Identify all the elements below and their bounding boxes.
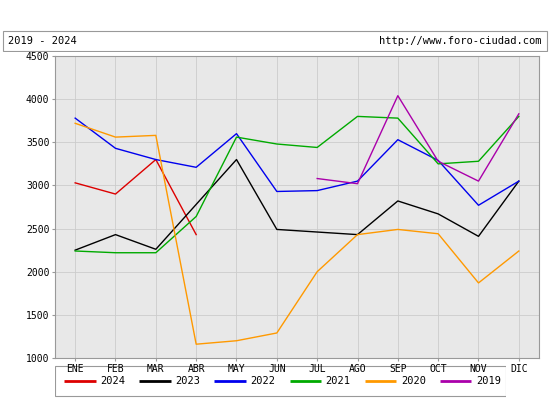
Text: 2020: 2020: [401, 376, 426, 386]
Text: 2021: 2021: [326, 376, 350, 386]
Text: 2019: 2019: [476, 376, 501, 386]
Text: 2023: 2023: [175, 376, 200, 386]
Text: http://www.foro-ciudad.com: http://www.foro-ciudad.com: [379, 36, 542, 46]
Text: Evolucion Nº Turistas Nacionales en el municipio de Binéfar: Evolucion Nº Turistas Nacionales en el m…: [39, 8, 511, 22]
Text: 2022: 2022: [250, 376, 276, 386]
Text: 2024: 2024: [100, 376, 125, 386]
Text: 2019 - 2024: 2019 - 2024: [8, 36, 77, 46]
